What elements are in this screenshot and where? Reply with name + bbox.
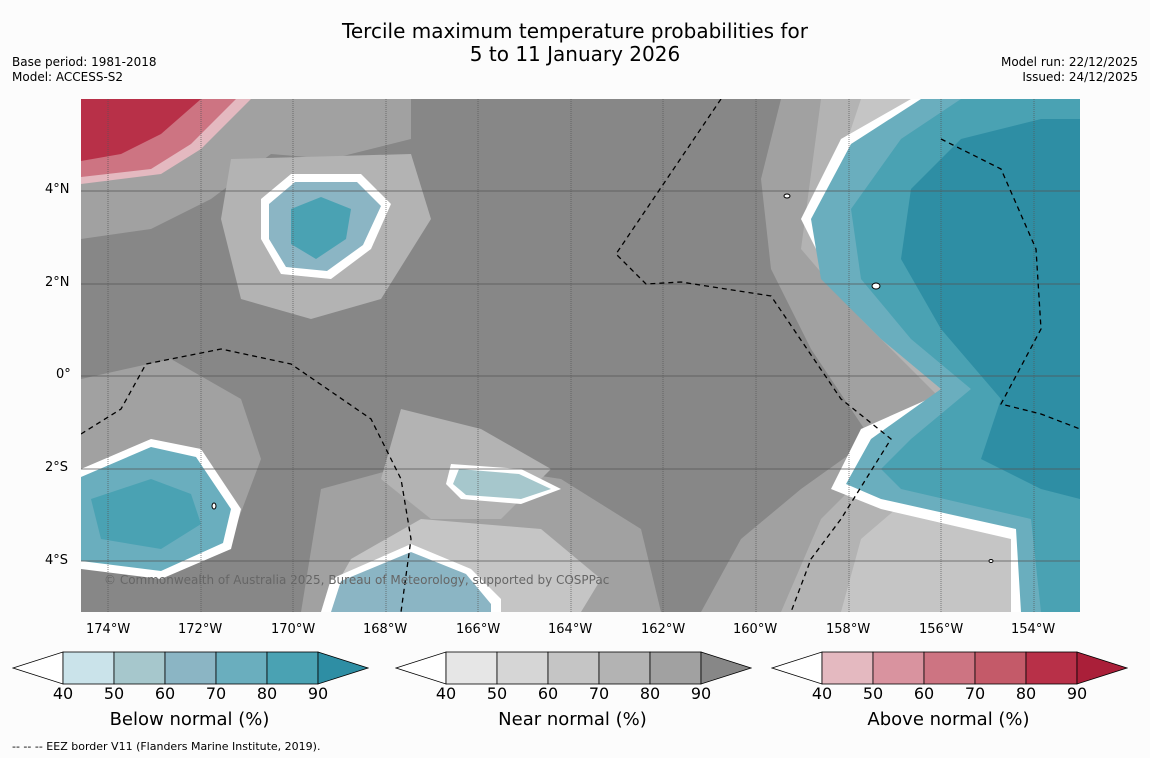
colorbar-swatch xyxy=(266,651,319,685)
colorbar-swatch xyxy=(821,651,874,685)
colorbar-swatches xyxy=(394,651,753,685)
colorbar-tick-label: 90 xyxy=(1066,684,1088,703)
colorbar-2 xyxy=(770,651,1129,689)
probability-map: © Commonwealth of Australia 2025, Bureau… xyxy=(81,99,1080,612)
lon-tick-label: 164°W xyxy=(548,622,593,637)
colorbar-tick-label: 40 xyxy=(811,684,833,703)
colorbar-swatch xyxy=(445,651,498,685)
colorbar-swatch xyxy=(649,651,702,685)
colorbar-upper-extend xyxy=(317,651,370,685)
meta-right: Model run: 22/12/2025 Issued: 24/12/2025 xyxy=(1001,55,1138,85)
colorbar-tick-label: 80 xyxy=(639,684,661,703)
eez-legend-note: -- -- -- EEZ border V11 (Flanders Marine… xyxy=(12,740,321,753)
colorbar-lower-extend xyxy=(770,651,823,685)
colorbar-tick-label: 60 xyxy=(913,684,935,703)
map-contours xyxy=(81,99,1080,612)
colorbar-swatch xyxy=(113,651,166,685)
lon-tick-label: 168°W xyxy=(363,622,408,637)
colorbar-upper-extend xyxy=(1076,651,1129,685)
lon-tick-label: 156°W xyxy=(919,622,964,637)
colorbar-swatch xyxy=(872,651,925,685)
colorbar-tick-label: 60 xyxy=(154,684,176,703)
colorbar-swatch xyxy=(496,651,549,685)
lon-tick-label: 174°W xyxy=(86,622,131,637)
colorbar-tick-label: 80 xyxy=(1015,684,1037,703)
lon-tick-label: 166°W xyxy=(456,622,501,637)
issued-date: Issued: 24/12/2025 xyxy=(1022,70,1138,84)
colorbar-swatch xyxy=(62,651,115,685)
colorbar-swatch xyxy=(974,651,1027,685)
colorbar-tick-label: 50 xyxy=(862,684,884,703)
colorbar-title: Below normal (%) xyxy=(109,709,270,730)
colorbar-1 xyxy=(394,651,753,689)
map-title-line1: Tercile maximum temperature probabilitie… xyxy=(342,19,808,43)
lat-tick-label: 2°N xyxy=(45,275,70,290)
lat-tick-label: 4°S xyxy=(45,553,69,568)
copyright-text: © Commonwealth of Australia 2025, Bureau… xyxy=(104,573,610,587)
lat-tick-label: 4°N xyxy=(45,182,70,197)
colorbar-0 xyxy=(11,651,370,689)
colorbar-tick-label: 90 xyxy=(307,684,329,703)
map-title-line2: 5 to 11 January 2026 xyxy=(469,42,681,66)
lon-tick-label: 160°W xyxy=(733,622,778,637)
colorbar-tick-label: 70 xyxy=(964,684,986,703)
lon-tick-label: 170°W xyxy=(271,622,316,637)
lat-tick-label: 0° xyxy=(56,367,71,382)
lon-tick-label: 154°W xyxy=(1011,622,1056,637)
colorbar-swatch xyxy=(923,651,976,685)
colorbar-swatch xyxy=(547,651,600,685)
meta-left: Base period: 1981-2018 Model: ACCESS-S2 xyxy=(12,55,157,85)
model-run: Model run: 22/12/2025 xyxy=(1000,55,1138,69)
lon-tick-label: 158°W xyxy=(826,622,871,637)
base-period: Base period: 1981-2018 xyxy=(12,55,157,69)
colorbar-title: Near normal (%) xyxy=(498,709,647,730)
colorbar-swatch xyxy=(1025,651,1078,685)
colorbar-swatches xyxy=(11,651,370,685)
colorbar-swatches xyxy=(770,651,1129,685)
lat-tick-label: 2°S xyxy=(45,460,69,475)
colorbar-tick-label: 90 xyxy=(690,684,712,703)
lon-tick-label: 162°W xyxy=(641,622,686,637)
colorbar-lower-extend xyxy=(394,651,447,685)
colorbar-tick-label: 70 xyxy=(205,684,227,703)
colorbar-swatch xyxy=(164,651,217,685)
colorbar-tick-label: 70 xyxy=(588,684,610,703)
lon-tick-label: 172°W xyxy=(178,622,223,637)
colorbar-tick-label: 50 xyxy=(486,684,508,703)
model-name: Model: ACCESS-S2 xyxy=(12,70,124,84)
colorbar-tick-label: 80 xyxy=(256,684,278,703)
colorbar-tick-label: 40 xyxy=(435,684,457,703)
colorbar-tick-label: 40 xyxy=(52,684,74,703)
colorbar-tick-label: 50 xyxy=(103,684,125,703)
colorbar-swatch xyxy=(598,651,651,685)
colorbar-title: Above normal (%) xyxy=(867,709,1030,730)
colorbar-lower-extend xyxy=(11,651,64,685)
colorbar-tick-label: 60 xyxy=(537,684,559,703)
colorbar-upper-extend xyxy=(700,651,753,685)
colorbar-swatch xyxy=(215,651,268,685)
